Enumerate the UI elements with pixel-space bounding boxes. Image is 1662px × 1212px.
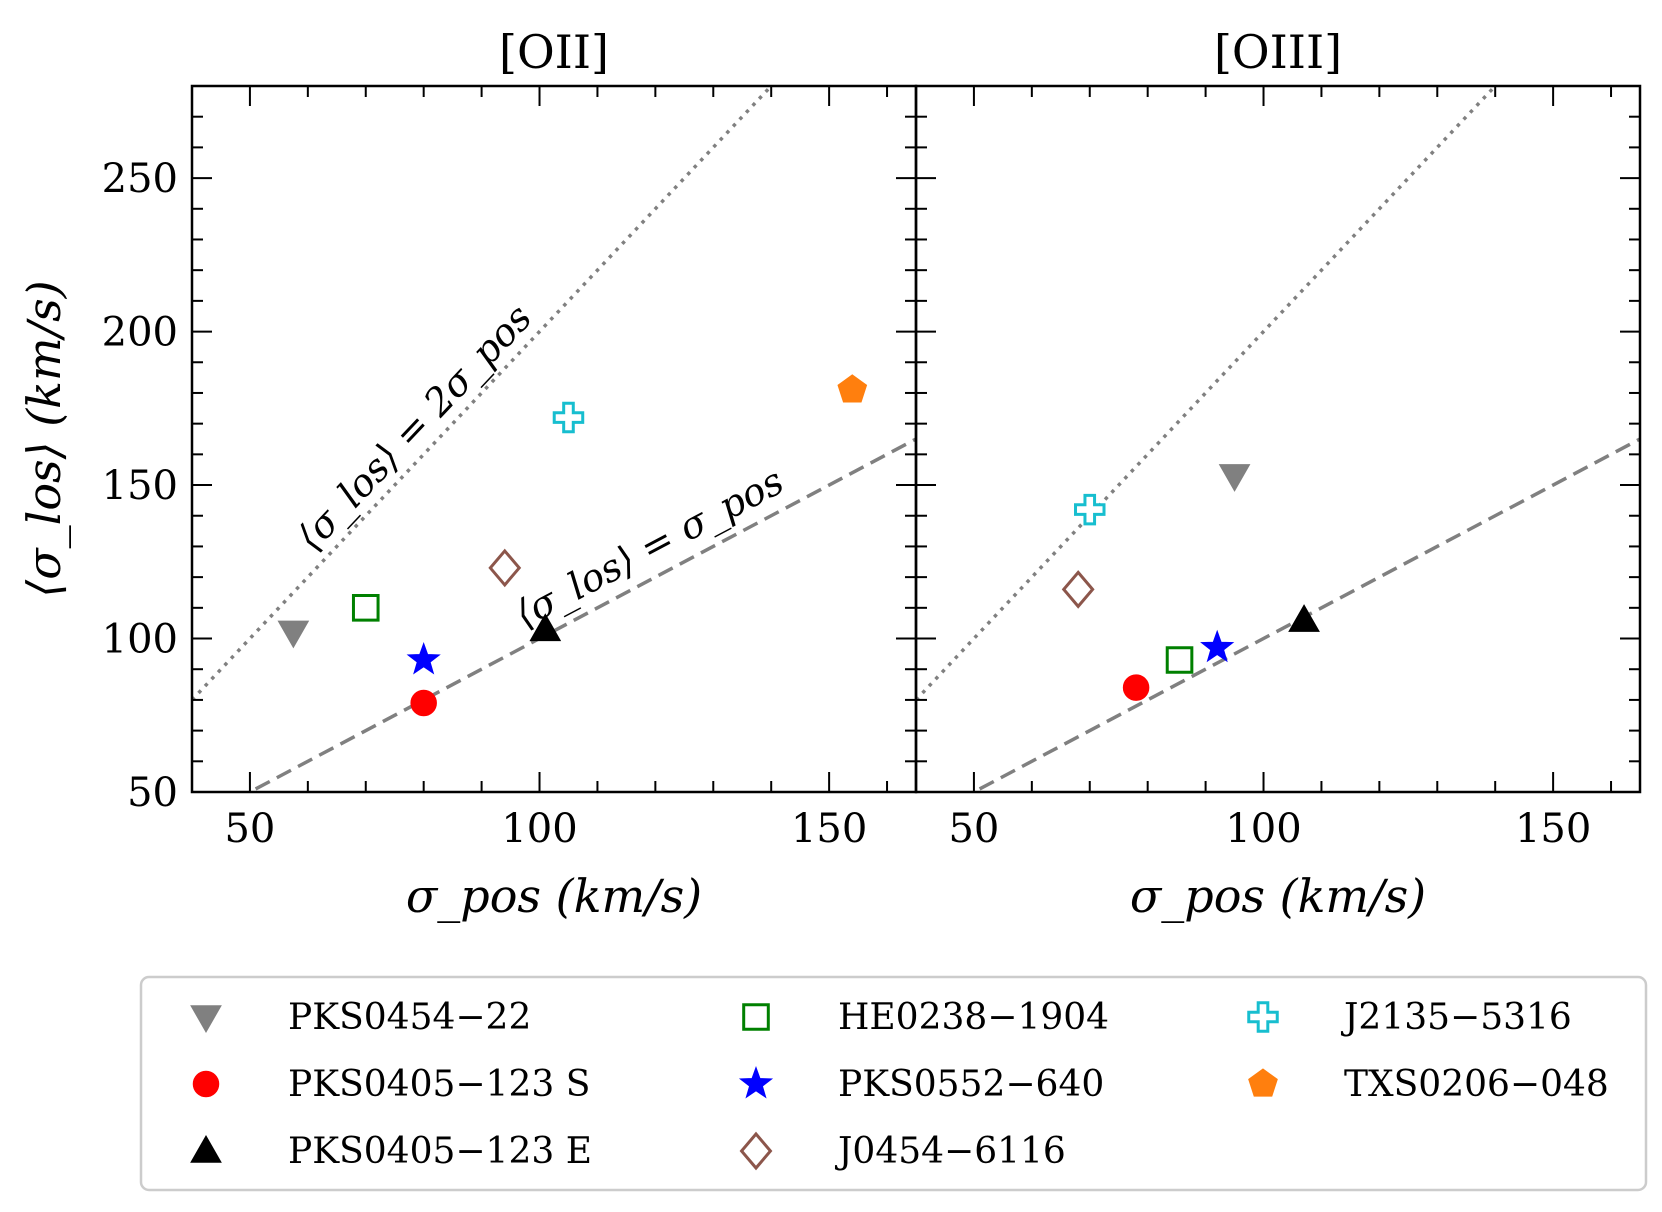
point-txs0206-048 <box>837 374 868 403</box>
y-axis-label: ⟨σ_los⟩ (km/s) <box>17 280 71 597</box>
x-tick-label: 150 <box>1515 806 1591 852</box>
point-pks0405-123-e <box>1288 604 1320 632</box>
legend-item-pks0405-123-e: PKS0405−123 E <box>190 1131 592 1172</box>
plot-frame <box>914 84 1642 794</box>
point-he0238-1904 <box>1165 646 1194 674</box>
legend-marker-triangle-up <box>190 1134 222 1163</box>
x-axis-label: σ_pos (km/s) <box>406 869 702 923</box>
point-j0454-6116 <box>1061 570 1095 609</box>
legend-item-he0238-1904: HE0238−1904 <box>742 997 1109 1038</box>
legend-marker-pentagon <box>1248 1068 1278 1097</box>
y-tick-label: 50 <box>127 770 178 816</box>
legend-item-pks0454-22: PKS0454−22 <box>190 997 531 1038</box>
legend-item-j2135-5316: J2135−5316 <box>1247 997 1572 1038</box>
legend-label: PKS0405−123 S <box>288 1064 590 1105</box>
x-tick-label: 50 <box>224 806 275 852</box>
panel-title: [OII] <box>499 25 609 79</box>
point-j2135-5316 <box>552 401 585 434</box>
y-tick-label: 100 <box>102 617 178 663</box>
panel-title: [OIII] <box>1214 25 1342 79</box>
y-tick-label: 250 <box>102 156 178 202</box>
legend-item-pks0405-123-s: PKS0405−123 S <box>192 1064 590 1105</box>
point-pks0454-22 <box>277 620 310 649</box>
legend-marker-plus <box>1247 1001 1279 1033</box>
legend-marker-star <box>738 1066 774 1099</box>
legend-label: PKS0454−22 <box>288 997 531 1038</box>
point-pks0405-123-e <box>529 613 562 642</box>
x-tick-label: 50 <box>948 806 999 852</box>
x-tick-label: 100 <box>1225 806 1301 852</box>
point-pks0552-640 <box>1200 629 1235 663</box>
legend: PKS0454−22 PKS0405−123 S PKS0405−123 E HE02… <box>139 975 1648 1192</box>
legend-label: J0454−6116 <box>834 1131 1066 1172</box>
panel-oii: ⟨σ_los⟩ = 2σ_pos⟨σ_los⟩ = σ_pos 50 100 150 5… <box>17 25 918 923</box>
point-j0454-6116 <box>488 548 522 588</box>
y-tick-label: 150 <box>102 463 178 509</box>
legend-label: HE0238−1904 <box>838 997 1109 1038</box>
legend-label: PKS0552−640 <box>838 1064 1104 1105</box>
legend-marker-triangle-down <box>190 1005 222 1034</box>
legend-label: J2135−5316 <box>1340 997 1572 1038</box>
plot-frame <box>190 84 918 794</box>
x-tick-label: 150 <box>791 806 867 852</box>
point-he0238-1904 <box>351 594 380 622</box>
panel-oiii: 50 100 150 [OIII] σ_pos (km/s) <box>914 25 1642 923</box>
point-pks0405-123-s <box>410 689 437 717</box>
annotation-sigma: ⟨σ_los⟩ = σ_pos <box>508 459 791 638</box>
legend-item-txs0206-048: TXS0206−048 <box>1248 1064 1609 1105</box>
x-axis-label: σ_pos (km/s) <box>1130 869 1426 923</box>
annotation-2sigma: ⟨σ_los⟩ = 2σ_pos <box>288 296 541 560</box>
legend-marker-square <box>742 1003 770 1031</box>
reference-line-1x <box>970 437 1640 792</box>
legend-marker-diamond <box>739 1131 773 1171</box>
legend-label: PKS0405−123 E <box>288 1131 592 1172</box>
legend-marker-circle <box>192 1070 220 1098</box>
legend-box <box>139 975 1648 1192</box>
point-pks0454-22 <box>1218 464 1251 492</box>
point-pks0405-123-s <box>1122 674 1150 701</box>
point-j2135-5316 <box>1074 493 1106 526</box>
reference-line-2x <box>916 86 1498 702</box>
legend-item-j0454-6116: J0454−6116 <box>739 1131 1066 1172</box>
legend-item-pks0552-640: PKS0552−640 <box>738 1064 1104 1105</box>
y-tick-label: 200 <box>102 310 178 356</box>
point-pks0552-640 <box>406 642 441 675</box>
x-tick-label: 100 <box>501 806 577 852</box>
legend-label: TXS0206−048 <box>1344 1064 1609 1105</box>
